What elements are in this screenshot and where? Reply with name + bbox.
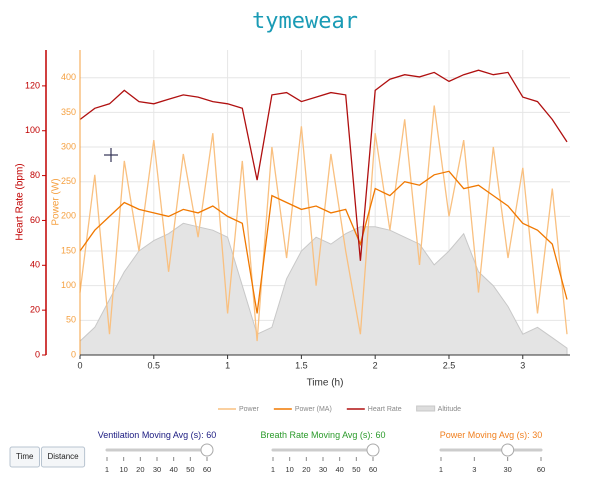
slider-tick-label: 30	[503, 465, 511, 474]
slider-tick-label: 50	[186, 465, 194, 474]
legend-swatch	[416, 405, 436, 412]
legend-label: Power (MA)	[295, 406, 332, 413]
y2-tick-label: 40	[30, 260, 40, 270]
x-tick-label: 1	[225, 360, 230, 370]
slider-thumb[interactable]	[501, 443, 515, 457]
y-tick-label: 250	[61, 176, 76, 186]
button-label: Time	[16, 452, 34, 461]
slider-thumb[interactable]	[366, 443, 380, 457]
series-line	[79, 69, 568, 261]
y-tick-label: 100	[61, 280, 76, 290]
x-tick-label: 0.5	[148, 360, 161, 370]
slider-tick-label: 1	[105, 465, 109, 474]
y-tick-label: 300	[61, 141, 76, 151]
legend-label: Power	[239, 406, 260, 413]
series-line	[79, 170, 568, 314]
slider-tick-label: 30	[319, 465, 327, 474]
y2-tick-label: 80	[30, 170, 40, 180]
slider-tick-label: 3	[472, 465, 476, 474]
button-frame	[9, 446, 40, 468]
legend-label: Altitude	[438, 406, 461, 413]
cursor-cross	[104, 148, 118, 162]
slider-tick-label: 10	[285, 465, 293, 474]
y-axis-title: Power (W)	[51, 178, 62, 225]
slider-tick-label: 1	[439, 465, 443, 474]
y2-tick-label: 60	[30, 215, 40, 225]
x-tick-label: 2.5	[443, 360, 456, 370]
slider-label-text: Power Moving Avg (s):	[440, 430, 530, 440]
button-label: Distance	[47, 452, 79, 461]
slider-tick-label: 40	[169, 465, 177, 474]
legend-label: Heart Rate	[368, 406, 402, 413]
slider-tick-label: 1	[271, 465, 275, 474]
y-tick-label: 150	[61, 245, 76, 255]
slider-value: 60	[375, 430, 385, 440]
slider-tick-label: 50	[352, 465, 360, 474]
y-tick-label: 0	[71, 349, 76, 359]
slider-thumb[interactable]	[200, 443, 214, 457]
slider-value: 30	[532, 430, 542, 440]
y-tick-label: 200	[61, 211, 76, 221]
y2-tick-label: 20	[30, 305, 40, 315]
slider-label: Ventilation Moving Avg (s): 60	[98, 430, 216, 440]
x-tick-label: 1.5	[295, 360, 308, 370]
slider-value: 60	[206, 430, 216, 440]
slider-tick-label: 40	[335, 465, 343, 474]
y-tick-label: 50	[66, 315, 76, 325]
slider-label-text: Ventilation Moving Avg (s):	[98, 430, 204, 440]
y2-tick-label: 100	[25, 125, 40, 135]
x-axis-title: Time (h)	[307, 378, 344, 389]
slider-label: Power Moving Avg (s): 30	[440, 430, 542, 440]
y2-axis-title: Heart Rate (bpm)	[15, 163, 26, 240]
slider-tick-label: 20	[136, 465, 144, 474]
area	[79, 222, 568, 356]
y2-tick-label: 120	[25, 80, 40, 90]
slider-tick-label: 10	[119, 465, 127, 474]
y2-tick-label: 0	[35, 349, 40, 359]
slider-tick-label: 60	[537, 465, 545, 474]
slider-tick-label: 20	[302, 465, 310, 474]
slider-label: Breath Rate Moving Avg (s): 60	[261, 430, 386, 440]
y-tick-label: 350	[61, 107, 76, 117]
app-title: tymewear	[252, 9, 358, 34]
slider-label-text: Breath Rate Moving Avg (s):	[261, 430, 373, 440]
x-tick-label: 2	[373, 360, 378, 370]
slider-tick-label: 60	[203, 465, 211, 474]
slider-tick-label: 30	[153, 465, 161, 474]
toggle-button[interactable]: Time	[9, 446, 40, 468]
button-frame	[40, 446, 86, 468]
x-tick-label: 3	[520, 360, 525, 370]
y-tick-label: 400	[61, 72, 76, 82]
toggle-button[interactable]: Distance	[40, 446, 86, 468]
x-tick-label: 0	[77, 360, 82, 370]
series-line	[79, 105, 568, 342]
slider-tick-label: 60	[369, 465, 377, 474]
